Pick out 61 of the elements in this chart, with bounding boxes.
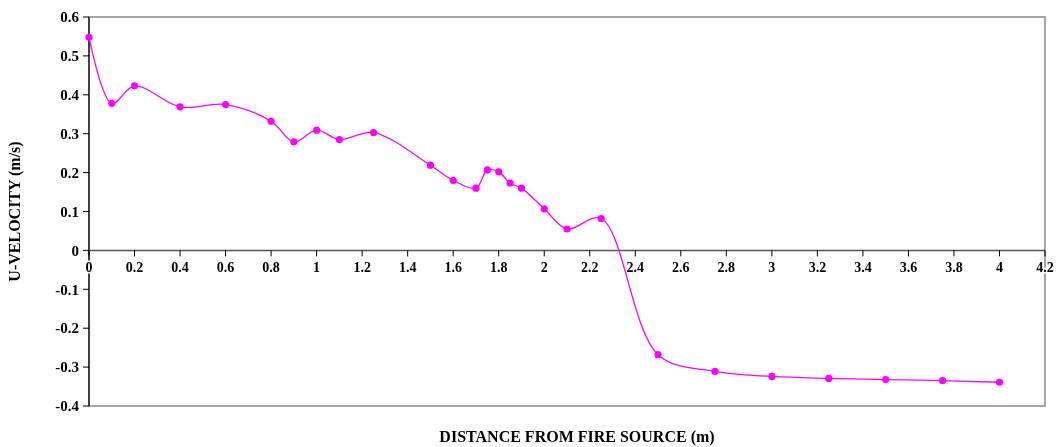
point [335, 135, 343, 144]
y-tick-label: 0.2 [60, 164, 79, 181]
point [369, 128, 378, 137]
y-tick-label: -0.3 [55, 359, 79, 376]
x-tick-label: 2.4 [626, 260, 645, 276]
point [483, 166, 491, 174]
x-tick-label: 2.2 [581, 260, 599, 276]
point [597, 214, 605, 223]
x-tick-label: 0.4 [171, 260, 189, 276]
x-tick-label: 3.2 [808, 260, 827, 276]
x-tick-label: 1.8 [489, 260, 508, 276]
y-tick-label: -0.2 [55, 320, 79, 337]
point [426, 161, 435, 169]
point [825, 374, 833, 382]
x-tick-label: 1.6 [444, 260, 462, 276]
point [495, 168, 503, 176]
y-tick-label: 0.4 [60, 87, 80, 104]
point [290, 138, 298, 146]
point [711, 367, 719, 375]
y-tick-label: 0.6 [60, 9, 80, 26]
point [472, 184, 480, 192]
point [108, 99, 116, 107]
x-tick-label: 2.8 [717, 260, 736, 276]
x-tick-label: 4.2 [1036, 260, 1054, 276]
x-tick-label: 1 [313, 260, 321, 276]
y-axis-title: U-VELOCITY (m/s) [6, 141, 24, 282]
point [267, 117, 275, 125]
point [654, 351, 662, 359]
x-tick-label: 3.8 [945, 260, 963, 276]
point [85, 33, 93, 41]
x-tick-label: 1.2 [353, 260, 371, 276]
point [938, 377, 947, 385]
point [768, 372, 776, 381]
point [517, 184, 526, 192]
x-tick-label: 2 [540, 260, 548, 276]
x-tick-label: 0.6 [216, 260, 235, 276]
point [176, 103, 184, 111]
x-tick-label: 1.4 [398, 260, 417, 276]
x-tick-label: 3 [768, 260, 776, 276]
point [221, 100, 230, 109]
y-tick-label: 0.5 [60, 48, 79, 65]
y-tick-label: -0.1 [55, 281, 79, 298]
point [882, 375, 890, 384]
x-axis-title: DISTANCE FROM FIRE SOURCE (m) [439, 428, 715, 446]
x-tick-label: 3.6 [899, 260, 918, 276]
point [449, 176, 457, 184]
point [995, 378, 1004, 386]
x-tick-label: 0.2 [125, 260, 144, 276]
x-tick-label: 4 [995, 260, 1003, 276]
x-tick-label: 0.8 [262, 260, 280, 276]
point [540, 205, 548, 213]
point [313, 126, 321, 134]
y-tick-label: 0 [71, 242, 79, 259]
y-tick-label: -0.4 [55, 398, 80, 415]
point [506, 179, 514, 187]
y-tick-label: 0.3 [60, 125, 79, 142]
y-tick-label: 0.1 [60, 203, 79, 220]
x-tick-label: 2.6 [672, 260, 690, 276]
point [563, 225, 571, 233]
point [130, 82, 139, 90]
x-tick-label: 3.4 [854, 260, 872, 276]
